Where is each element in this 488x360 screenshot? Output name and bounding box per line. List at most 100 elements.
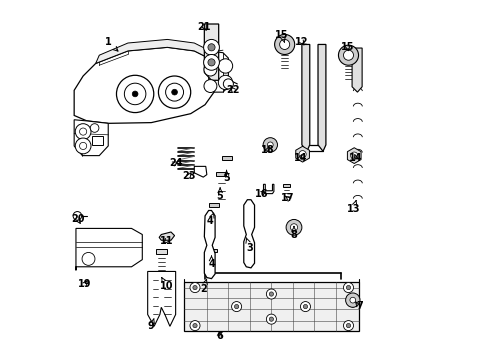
Text: 17: 17: [280, 193, 294, 203]
Text: 7: 7: [355, 301, 362, 311]
Text: 9: 9: [147, 319, 154, 331]
Text: 23: 23: [182, 171, 195, 181]
Text: 3: 3: [245, 238, 253, 253]
Text: 20: 20: [71, 215, 84, 224]
Circle shape: [171, 89, 177, 95]
Circle shape: [158, 76, 190, 108]
Text: 19: 19: [78, 279, 91, 289]
Circle shape: [223, 79, 233, 89]
Circle shape: [231, 302, 241, 312]
Circle shape: [165, 83, 183, 101]
Circle shape: [338, 45, 358, 65]
Text: 5: 5: [216, 188, 223, 201]
Circle shape: [346, 323, 350, 328]
Circle shape: [203, 54, 219, 70]
Text: 14: 14: [348, 153, 362, 163]
Polygon shape: [301, 44, 309, 151]
Circle shape: [285, 220, 301, 235]
Text: 11: 11: [159, 236, 173, 246]
Polygon shape: [204, 211, 215, 279]
Circle shape: [203, 63, 217, 76]
Polygon shape: [96, 40, 214, 63]
Polygon shape: [183, 282, 359, 330]
Circle shape: [218, 59, 232, 73]
Circle shape: [267, 142, 273, 148]
Polygon shape: [244, 200, 254, 268]
Circle shape: [80, 142, 86, 149]
Polygon shape: [317, 44, 325, 151]
Circle shape: [269, 292, 273, 296]
Circle shape: [75, 124, 91, 139]
Circle shape: [274, 35, 294, 54]
Circle shape: [124, 83, 145, 105]
Circle shape: [234, 305, 238, 309]
Circle shape: [192, 323, 197, 328]
Polygon shape: [263, 184, 273, 194]
Polygon shape: [295, 146, 309, 162]
Circle shape: [290, 224, 297, 231]
Text: 10: 10: [159, 278, 173, 291]
Polygon shape: [74, 120, 108, 156]
Circle shape: [207, 59, 215, 66]
Text: 5: 5: [223, 170, 229, 183]
Circle shape: [90, 124, 99, 132]
Polygon shape: [282, 184, 290, 187]
Polygon shape: [208, 203, 219, 207]
Circle shape: [263, 138, 277, 152]
Circle shape: [349, 297, 355, 303]
Circle shape: [203, 80, 217, 93]
Text: 13: 13: [346, 201, 360, 214]
Text: 15: 15: [340, 42, 354, 52]
Circle shape: [80, 128, 86, 135]
Text: 16: 16: [254, 189, 268, 199]
Polygon shape: [147, 271, 175, 326]
Text: 15: 15: [275, 30, 288, 42]
Circle shape: [343, 50, 353, 60]
Polygon shape: [159, 232, 174, 240]
Polygon shape: [222, 156, 232, 159]
Text: 8: 8: [290, 226, 297, 239]
Circle shape: [75, 138, 91, 154]
Circle shape: [269, 317, 273, 321]
Polygon shape: [351, 48, 362, 92]
Text: 22: 22: [226, 85, 239, 95]
Circle shape: [73, 212, 81, 220]
Polygon shape: [216, 172, 226, 176]
Circle shape: [345, 293, 359, 307]
Text: 21: 21: [197, 22, 211, 32]
Text: 6: 6: [216, 331, 223, 341]
Polygon shape: [76, 228, 142, 270]
Circle shape: [192, 285, 197, 290]
Circle shape: [82, 252, 95, 265]
Polygon shape: [204, 24, 218, 80]
Text: 14: 14: [293, 153, 306, 163]
FancyBboxPatch shape: [92, 136, 103, 145]
Circle shape: [346, 285, 350, 290]
Text: 24: 24: [168, 158, 182, 168]
Circle shape: [190, 283, 200, 293]
Polygon shape: [194, 166, 206, 177]
Circle shape: [203, 40, 219, 55]
Polygon shape: [204, 51, 228, 92]
Circle shape: [207, 44, 215, 51]
Text: 1: 1: [104, 37, 118, 51]
Circle shape: [343, 320, 353, 330]
Circle shape: [343, 283, 353, 293]
Circle shape: [300, 302, 310, 312]
Circle shape: [266, 314, 276, 324]
Text: 12: 12: [295, 37, 308, 47]
Circle shape: [190, 320, 200, 330]
Polygon shape: [208, 58, 214, 92]
Polygon shape: [74, 47, 214, 123]
Polygon shape: [155, 249, 167, 253]
Circle shape: [266, 289, 276, 299]
Text: 4: 4: [206, 213, 214, 226]
Text: 2: 2: [200, 279, 207, 294]
Circle shape: [298, 150, 305, 158]
Circle shape: [279, 40, 289, 49]
Polygon shape: [206, 249, 216, 252]
Circle shape: [218, 75, 232, 90]
Circle shape: [350, 152, 357, 159]
Text: 4: 4: [208, 256, 214, 269]
Circle shape: [303, 305, 307, 309]
